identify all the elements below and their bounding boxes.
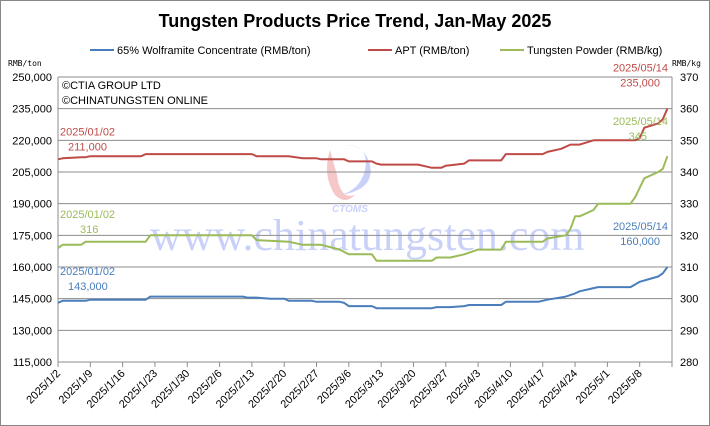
start-date-label: 2025/01/02: [60, 266, 115, 278]
end-date-label: 2025/05/14: [613, 63, 668, 75]
left-tick-label: 250,000: [12, 72, 52, 84]
end-date-label: 2025/05/14: [613, 116, 668, 128]
right-tick-label: 280: [680, 357, 698, 369]
right-tick-label: 310: [680, 262, 698, 274]
legend: 65% Wolframite Concentrate (RMB/ton) APT …: [90, 45, 662, 57]
end-value-label: 235,000: [620, 78, 660, 90]
left-tick-label: 190,000: [12, 199, 52, 211]
right-tick-label: 290: [680, 325, 698, 337]
right-tick-label: 330: [680, 199, 698, 211]
left-axis-unit: RMB/ton: [8, 59, 42, 68]
right-tick-label: 340: [680, 167, 698, 179]
chart-title: Tungsten Products Price Trend, Jan-May 2…: [159, 11, 552, 31]
series-line-1: [57, 108, 669, 169]
left-tick-label: 130,000: [12, 325, 52, 337]
left-tick-label: 235,000: [12, 104, 52, 116]
right-tick-label: 300: [680, 294, 698, 306]
end-value-label: 345: [629, 131, 647, 143]
left-tick-label: 145,000: [12, 294, 52, 306]
legend-label: Tungsten Powder (RMB/kg): [527, 45, 662, 57]
left-tick-label: 160,000: [12, 262, 52, 274]
copyright-line-1: ©CTIA GROUP LTD: [62, 80, 161, 92]
right-tick-label: 350: [680, 135, 698, 147]
start-value-label: 143,000: [68, 281, 108, 293]
watermark-logo-right: [340, 145, 371, 195]
copyright-line-2: ©CHINATUNGSTEN ONLINE: [62, 95, 208, 107]
legend-label: 65% Wolframite Concentrate (RMB/ton): [117, 45, 311, 57]
right-tick-label: 370: [680, 72, 698, 84]
series-line-0: [57, 266, 669, 310]
end-date-label: 2025/05/14: [613, 221, 668, 233]
start-value-label: 316: [80, 224, 98, 236]
left-tick-label: 175,000: [12, 230, 52, 242]
start-value-label: 211,000: [68, 141, 107, 153]
start-date-label: 2025/01/02: [60, 209, 115, 221]
watermark-logo-text: CTOMS: [332, 204, 368, 215]
left-tick-label: 115,000: [13, 357, 52, 369]
right-axis-unit: RMB/kg: [672, 59, 701, 68]
end-value-label: 160,000: [620, 236, 660, 248]
series-line-2: [57, 155, 669, 262]
right-tick-label: 320: [680, 230, 698, 242]
watermark-logo-left: [326, 150, 355, 200]
left-tick-label: 220,000: [12, 135, 52, 147]
legend-label: APT (RMB/ton): [395, 45, 469, 57]
left-tick-label: 205,000: [12, 167, 52, 179]
start-date-label: 2025/01/02: [60, 126, 115, 138]
right-tick-label: 360: [680, 104, 698, 116]
